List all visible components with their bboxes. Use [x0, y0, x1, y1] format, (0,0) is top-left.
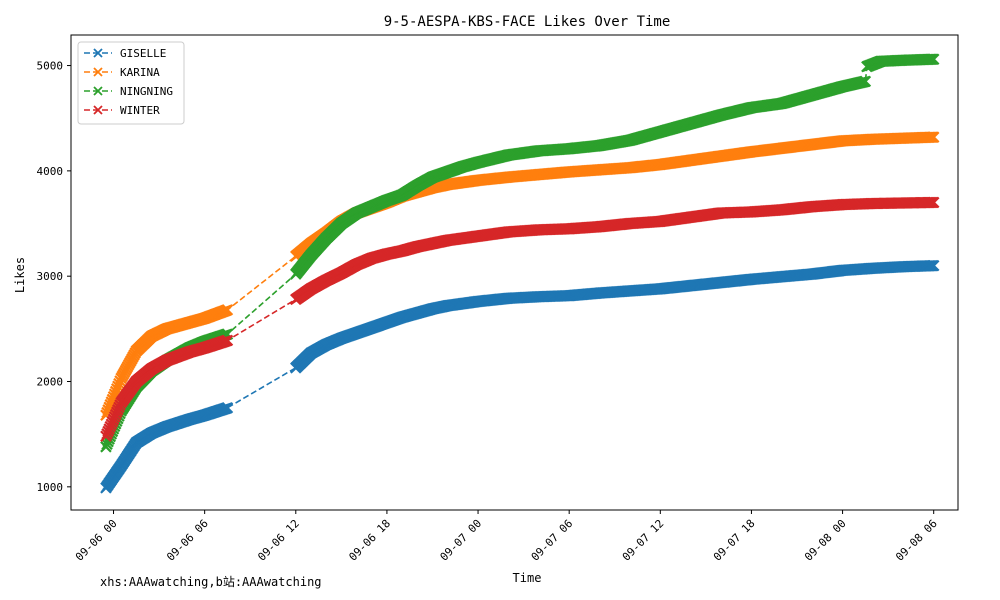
- x-tick-label: 09-07 06: [529, 517, 576, 564]
- watermark-footnote: xhs:AAAwatching,b站:AAAwatching: [100, 575, 322, 589]
- series-giselle: [100, 259, 940, 494]
- x-tick-label: 09-08 00: [802, 517, 849, 564]
- data-point: [221, 334, 234, 347]
- data-point: [927, 259, 940, 272]
- chart-title: 9-5-AESPA-KBS-FACE Likes Over Time: [384, 14, 671, 30]
- data-point: [927, 196, 940, 209]
- y-tick-label: 2000: [37, 376, 64, 389]
- legend-label: KARINA: [120, 66, 160, 79]
- x-tick-label: 09-06 12: [255, 517, 302, 564]
- x-axis-label: Time: [513, 571, 542, 585]
- data-point: [859, 75, 872, 88]
- x-tick-label: 09-06 06: [164, 517, 211, 564]
- x-tick-label: 09-06 18: [346, 517, 393, 564]
- series-markers-giselle: [100, 259, 940, 494]
- y-tick-label: 4000: [37, 165, 64, 178]
- y-tick-label: 1000: [37, 481, 64, 494]
- series-line-ningning: [105, 58, 934, 448]
- y-axis-label: Likes: [13, 257, 27, 293]
- y-tick-label: 3000: [37, 270, 64, 283]
- legend: GISELLE KARINA NINGNING WINTER: [77, 41, 185, 125]
- legend-item-karina: KARINA: [84, 66, 160, 79]
- series-line-winter: [105, 201, 934, 437]
- legend-item-winter: WINTER: [84, 104, 160, 117]
- legend-item-ningning: NINGNING: [84, 85, 173, 98]
- x-tick-label: 09-08 06: [893, 517, 940, 564]
- legend-box: [77, 41, 185, 125]
- legend-marker: [93, 48, 103, 58]
- legend-item-giselle: GISELLE: [84, 47, 166, 60]
- data-point: [221, 402, 234, 414]
- data-point: [927, 53, 940, 66]
- x-tick-label: 09-07 00: [438, 517, 485, 564]
- data-point: [927, 131, 940, 143]
- series-winter: [100, 196, 940, 443]
- data-point: [221, 304, 234, 316]
- y-tick-label: 5000: [37, 60, 64, 73]
- series-markers-winter: [100, 196, 940, 443]
- legend-marker: [93, 105, 103, 115]
- legend-label: GISELLE: [120, 47, 166, 60]
- plot-frame: [70, 34, 959, 511]
- series-markers-ningning: [100, 53, 940, 453]
- legend-label: NINGNING: [120, 85, 173, 98]
- x-tick-label: 09-07 18: [711, 517, 758, 564]
- legend-marker: [93, 67, 103, 77]
- legend-marker: [93, 86, 103, 96]
- x-tick-label: 09-07 12: [620, 517, 667, 564]
- series-ningning: [100, 53, 940, 453]
- x-tick-label: 09-06 00: [73, 517, 120, 564]
- legend-label: WINTER: [120, 104, 160, 117]
- plot-area: [100, 53, 940, 494]
